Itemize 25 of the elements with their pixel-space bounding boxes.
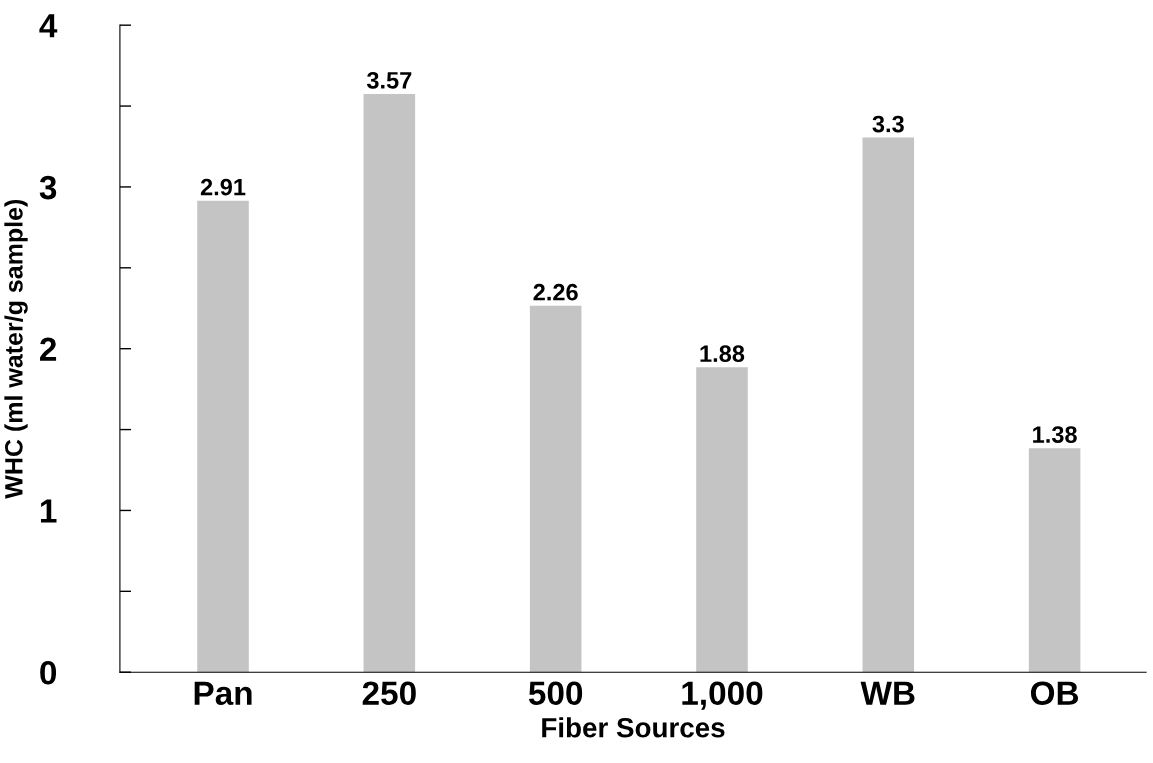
bar (529, 305, 582, 673)
data-label: 1.88 (700, 345, 745, 363)
x-tick-label: Pan (194, 681, 252, 706)
y-tick-label: 3 (39, 175, 57, 200)
bar (696, 367, 748, 673)
y-tick-label: 4 (39, 14, 58, 38)
bar (363, 93, 416, 673)
bar (1028, 448, 1081, 673)
x-tick-label: OB (1030, 681, 1079, 706)
y-tick-label: 1 (40, 499, 57, 523)
y-axis-title: WHC (ml water/g sample) (4, 199, 28, 499)
y-tick-label: 2 (40, 337, 57, 361)
data-label: 2.26 (533, 283, 578, 301)
data-label: 3.3 (872, 115, 904, 133)
bar (862, 137, 915, 673)
data-label: 1.38 (1033, 426, 1077, 443)
bar (197, 200, 249, 673)
x-tick-label: 500 (528, 681, 583, 706)
x-tick-label: 1,000 (682, 681, 763, 710)
data-label: 3.57 (366, 71, 412, 89)
y-tick-label: 0 (40, 661, 57, 685)
data-label: 2.91 (200, 178, 246, 196)
x-tick-label: 250 (362, 681, 416, 706)
x-tick-label: WB (860, 681, 915, 705)
x-axis-title: Fiber Sources (542, 717, 725, 738)
